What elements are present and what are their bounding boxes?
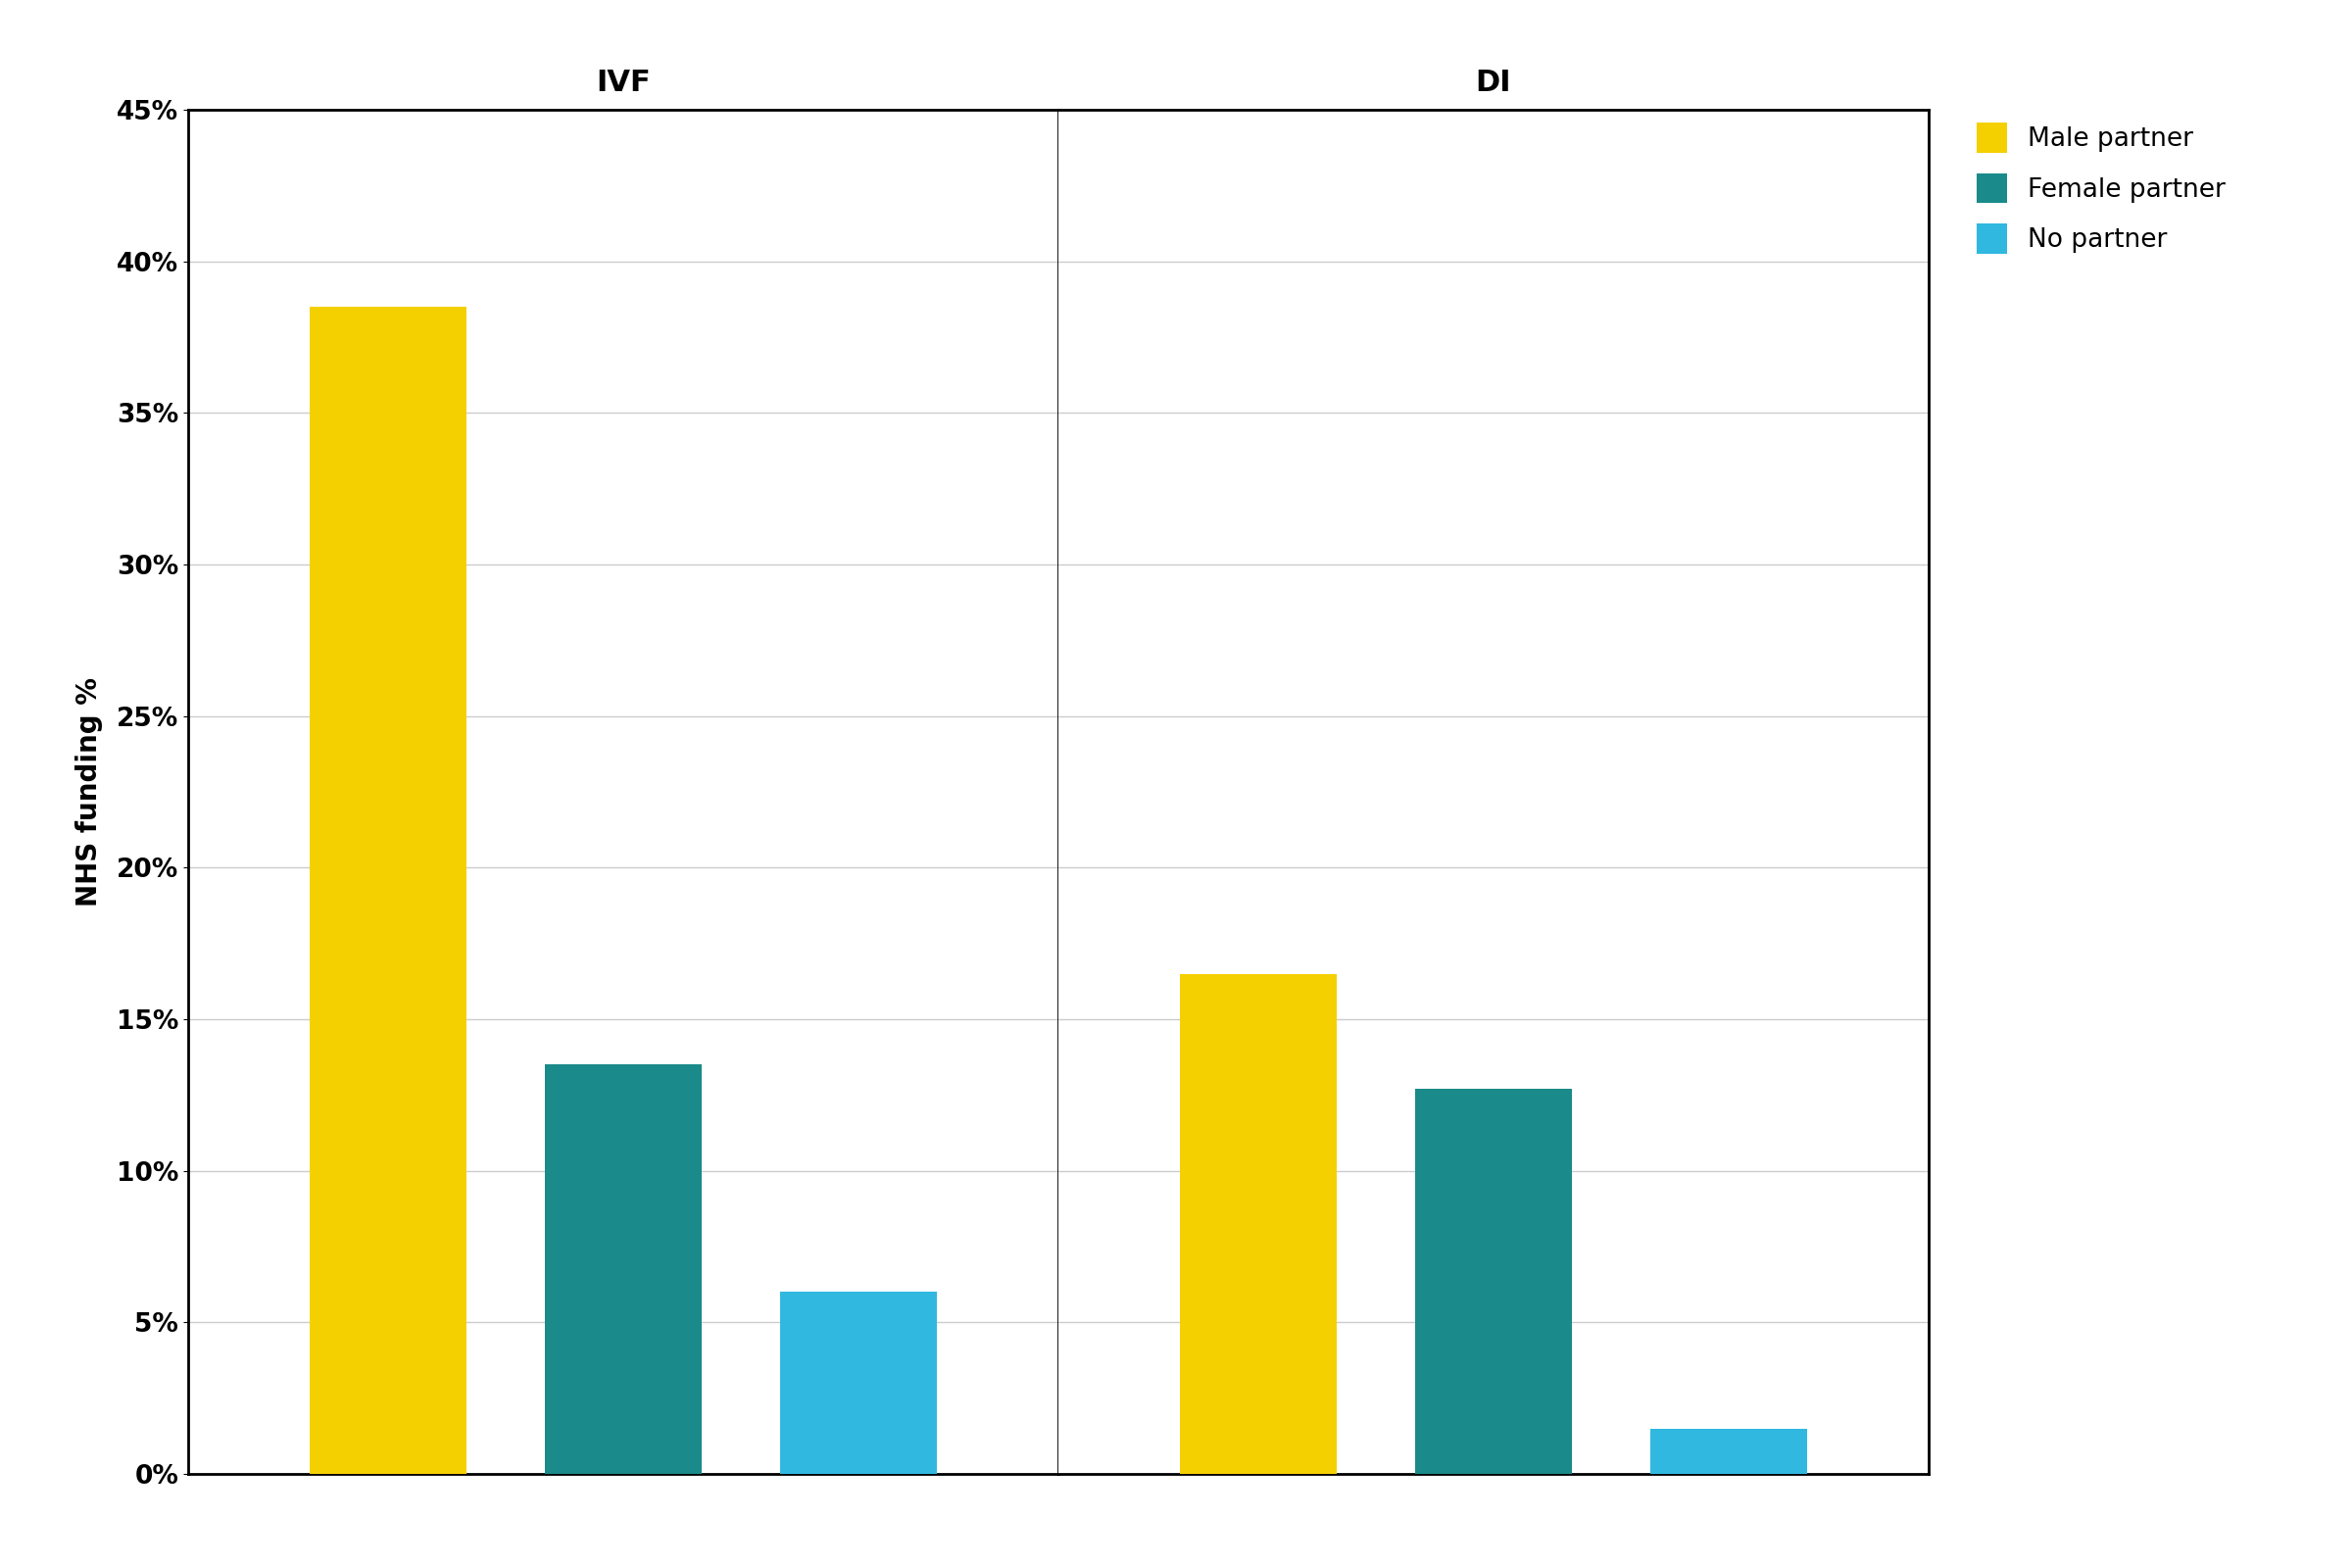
Title: IVF: IVF	[595, 67, 652, 97]
Title: DI: DI	[1475, 67, 1512, 97]
Y-axis label: NHS funding %: NHS funding %	[75, 677, 103, 906]
Legend: Male partner, Female partner, No partner: Male partner, Female partner, No partner	[1976, 122, 2225, 254]
Bar	[1181, 974, 1336, 1474]
Bar	[546, 1065, 701, 1474]
Bar	[1651, 1428, 1806, 1474]
Bar	[310, 307, 466, 1474]
Bar	[781, 1292, 936, 1474]
Bar	[1416, 1088, 1571, 1474]
